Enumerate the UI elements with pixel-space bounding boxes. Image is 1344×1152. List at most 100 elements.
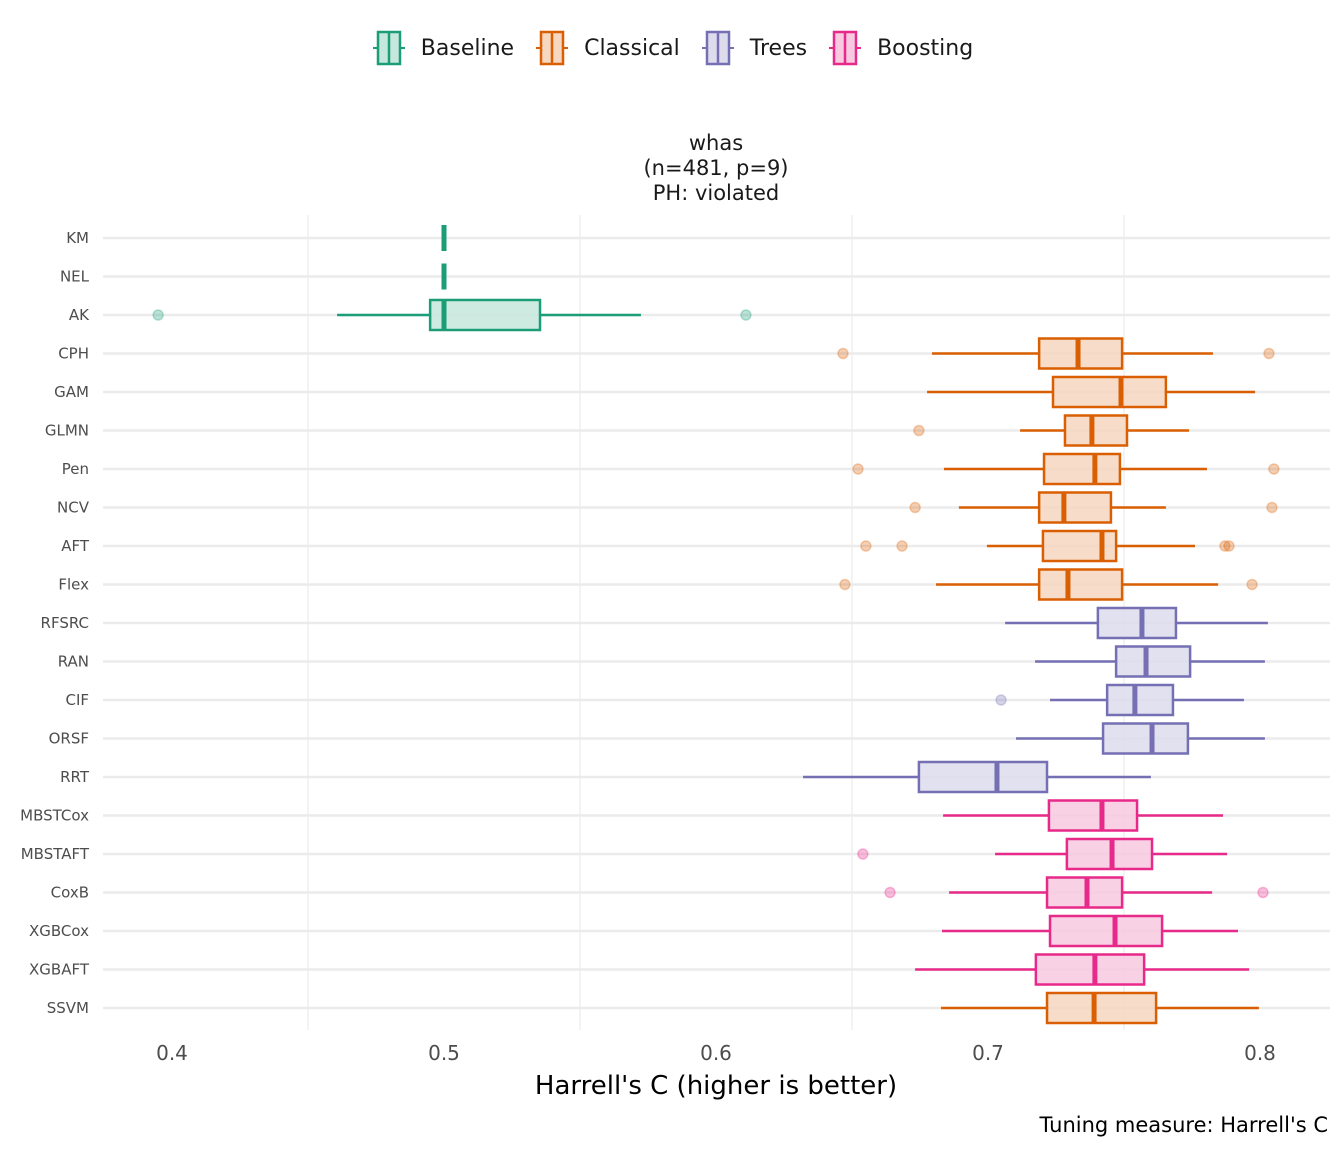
iqr-box: [1037, 568, 1124, 601]
y-label-flex: Flex: [58, 576, 89, 594]
x-axis-ticks: 0.4 0.5 0.6 0.7 0.8: [156, 1041, 1276, 1065]
boxplot-mbstaft: [857, 837, 1228, 871]
iqr-box: [1034, 953, 1146, 986]
outlier-point: [896, 540, 908, 552]
boxplot-xgbcox: [942, 914, 1238, 948]
y-label-orsf: ORSF: [49, 730, 89, 748]
outlier-point: [913, 424, 925, 437]
boxplot-glmn: [913, 414, 1190, 447]
y-label-xgbcox: XGBCox: [29, 922, 89, 940]
y-label-ran: RAN: [58, 653, 89, 671]
boxplot-mbstcox: [943, 799, 1224, 832]
legend-label: Trees: [749, 35, 808, 61]
iqr-box: [1065, 837, 1154, 871]
y-label-cph: CPH: [58, 345, 89, 363]
iqr-box: [1051, 375, 1168, 409]
y-label-xgbaft: XGBAFT: [29, 961, 90, 979]
outlier-point: [1266, 501, 1278, 514]
y-axis-labels: KM NEL AK CPH GAM GLMN Pen NCV AFT Flex RFSRC RAN CI…: [20, 229, 90, 1017]
caption: Tuning measure: Harrell's C: [1039, 1113, 1328, 1137]
y-label-km: KM: [66, 229, 89, 247]
iqr-box: [428, 298, 542, 332]
boxplot-ak: [152, 298, 752, 332]
legend-item-trees: Trees: [700, 30, 807, 66]
legend-key-icon: [536, 30, 569, 66]
iqr-box: [1037, 491, 1113, 524]
iqr-box: [1114, 645, 1192, 678]
legend-item-classical: Classical: [534, 30, 680, 66]
boxplots: [152, 225, 1280, 1025]
legend-label: Boosting: [877, 35, 974, 61]
boxplot-rrt: [803, 760, 1151, 794]
boxplot-aft: [860, 529, 1235, 563]
iqr-box: [1037, 337, 1124, 370]
outlier-point: [852, 463, 864, 475]
title-line-1: whas: [689, 131, 743, 155]
legend-item-baseline: Baseline: [371, 30, 514, 66]
x-tick-label: 0.8: [1244, 1041, 1276, 1065]
x-axis-title: Harrell's C (higher is better): [535, 1071, 897, 1101]
legend-label: Classical: [584, 35, 680, 61]
boxplot-orsf: [1016, 722, 1265, 755]
boxplot-ncv: [909, 491, 1278, 524]
boxplot-coxb: [884, 876, 1269, 909]
legend-label: Baseline: [420, 35, 515, 61]
y-label-mbstcox: MBSTCox: [20, 807, 89, 825]
boxplot-rfsrc: [1005, 606, 1268, 640]
iqr-box: [1105, 683, 1175, 717]
iqr-box: [1048, 914, 1164, 948]
outlier-point: [1219, 540, 1231, 552]
y-label-ak: AK: [69, 306, 90, 324]
legend-key-icon: [829, 30, 862, 66]
outlier-point: [839, 578, 851, 591]
x-tick-label: 0.4: [156, 1041, 188, 1065]
iqr-box: [1096, 606, 1178, 640]
y-label-coxb: CoxB: [51, 884, 89, 902]
outlier-point: [1257, 886, 1269, 899]
boxplot-ssvm: [940, 991, 1259, 1025]
y-label-aft: AFT: [61, 537, 90, 555]
outlier-point: [1268, 463, 1280, 475]
y-label-rrt: RRT: [60, 768, 90, 786]
y-label-nel: NEL: [60, 268, 90, 286]
iqr-box: [1047, 799, 1139, 832]
boxplot-cif: [995, 683, 1244, 717]
outlier-point: [884, 886, 896, 899]
legend-item-boosting: Boosting: [827, 30, 973, 66]
y-label-mbstaft: MBSTAFT: [21, 845, 90, 863]
legend-key-icon: [372, 30, 405, 66]
outlier-point: [909, 501, 921, 514]
outlier-point: [152, 309, 164, 321]
iqr-box: [1101, 722, 1190, 755]
outlier-point: [857, 848, 869, 860]
x-tick-label: 0.6: [700, 1041, 732, 1065]
outlier-point: [995, 694, 1007, 706]
boxplot-ran: [1035, 645, 1265, 678]
legend-key-icon: [701, 30, 734, 66]
outlier-point: [860, 540, 872, 552]
y-label-ssvm: SSVM: [47, 999, 89, 1017]
y-label-ncv: NCV: [57, 499, 90, 517]
outlier-point: [1223, 540, 1235, 552]
y-label-glmn: GLMN: [45, 422, 89, 440]
outlier-point: [837, 347, 849, 360]
iqr-box: [1041, 529, 1118, 563]
boxplot-xgbaft: [915, 953, 1250, 986]
legend: Baseline Classical Trees Boosting: [0, 30, 1344, 66]
title-line-2: (n=481, p=9): [643, 156, 788, 180]
y-label-pen: Pen: [62, 460, 89, 478]
x-tick-label: 0.5: [428, 1041, 460, 1065]
boxplot-flex: [839, 568, 1258, 601]
iqr-box: [1042, 452, 1122, 486]
y-label-gam: GAM: [54, 383, 89, 401]
y-label-rfsrc: RFSRC: [41, 614, 89, 632]
y-label-cif: CIF: [65, 691, 89, 709]
boxplot-gam: [927, 375, 1256, 409]
iqr-box: [1045, 991, 1158, 1025]
outlier-point: [1263, 347, 1275, 360]
boxplot-pen: [852, 452, 1280, 486]
outlier-point: [740, 309, 752, 321]
iqr-box: [1063, 414, 1129, 447]
outlier-point: [1246, 578, 1258, 591]
